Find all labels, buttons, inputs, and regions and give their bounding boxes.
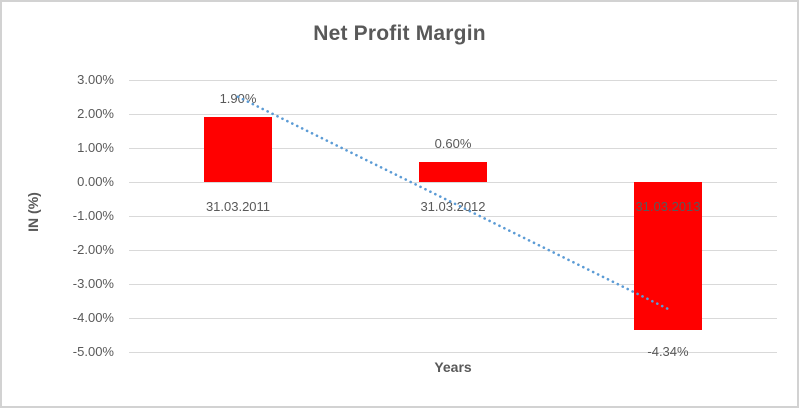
y-tick-label: -4.00% <box>72 310 114 325</box>
bar-31.03.2011[interactable] <box>204 117 272 182</box>
gridline <box>129 284 777 285</box>
y-tick-label: -2.00% <box>72 242 114 257</box>
bar-31.03.2012[interactable] <box>419 161 487 182</box>
trendline-layer <box>236 95 670 311</box>
y-tick-label: 0.00% <box>77 174 114 189</box>
y-tick-label: 3.00% <box>77 72 114 87</box>
x-category-label: 31.03.2013 <box>635 199 701 214</box>
x-category-label: 31.03.2011 <box>205 199 271 214</box>
chart-title: Net Profit Margin <box>313 22 486 45</box>
gridline <box>129 216 777 217</box>
trendline[interactable] <box>236 95 670 311</box>
bar-31.03.2013[interactable] <box>634 182 702 330</box>
plot-area: 31.03.2011 1.90% 31.03.2012 0.60% 31.03.2013… <box>129 80 777 359</box>
gridline <box>129 80 777 81</box>
y-tick-label: 1.00% <box>77 140 114 155</box>
gridline <box>129 250 777 251</box>
gridline <box>129 182 777 183</box>
y-tick-label: -1.00% <box>72 208 114 223</box>
data-label: 0.60% <box>434 135 472 151</box>
gridline <box>129 352 777 353</box>
gridline <box>129 114 777 115</box>
y-tick-label: 2.00% <box>77 106 114 121</box>
y-tick-label: -5.00% <box>72 344 114 359</box>
gridline <box>129 148 777 149</box>
x-axis-title: Years <box>434 359 472 375</box>
gridline <box>129 318 777 319</box>
data-label: -4.34% <box>647 343 689 359</box>
y-tick-label: -3.00% <box>72 276 114 291</box>
